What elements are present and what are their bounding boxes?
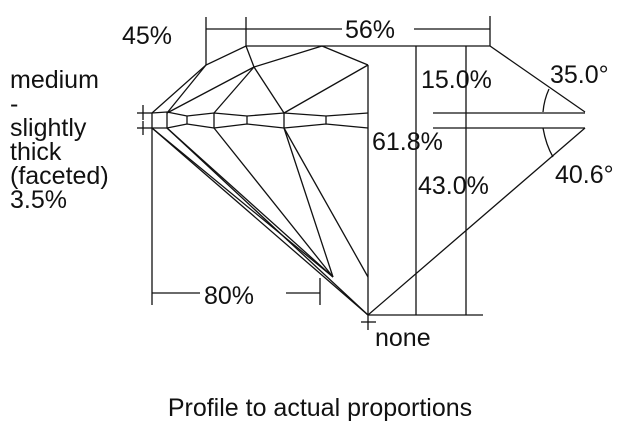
girdle-line: (faceted) — [10, 162, 109, 190]
lower-half-label: 45% — [122, 22, 172, 50]
pavilion-depth-label: 43.0% — [418, 172, 489, 200]
girdle-line: - — [10, 90, 18, 118]
girdle-line: slightly — [10, 114, 87, 142]
crown-height-label: 15.0% — [421, 66, 492, 94]
girdle-description: medium - slightly thick (faceted) 3.5% — [10, 66, 109, 214]
lower-girdle-label: 80% — [204, 282, 254, 310]
table-label: 56% — [345, 16, 395, 44]
culet-label: none — [375, 324, 431, 352]
crown-angle-label: 35.0° — [550, 61, 609, 89]
pavilion-angle-label: 40.6° — [555, 161, 614, 189]
girdle-line: 3.5% — [10, 186, 67, 214]
girdle-line: thick — [10, 138, 62, 166]
total-depth-label: 61.8% — [372, 128, 443, 156]
diamond-outline — [137, 16, 586, 330]
girdle-line: medium — [10, 66, 99, 94]
caption: Profile to actual proportions — [168, 394, 472, 422]
